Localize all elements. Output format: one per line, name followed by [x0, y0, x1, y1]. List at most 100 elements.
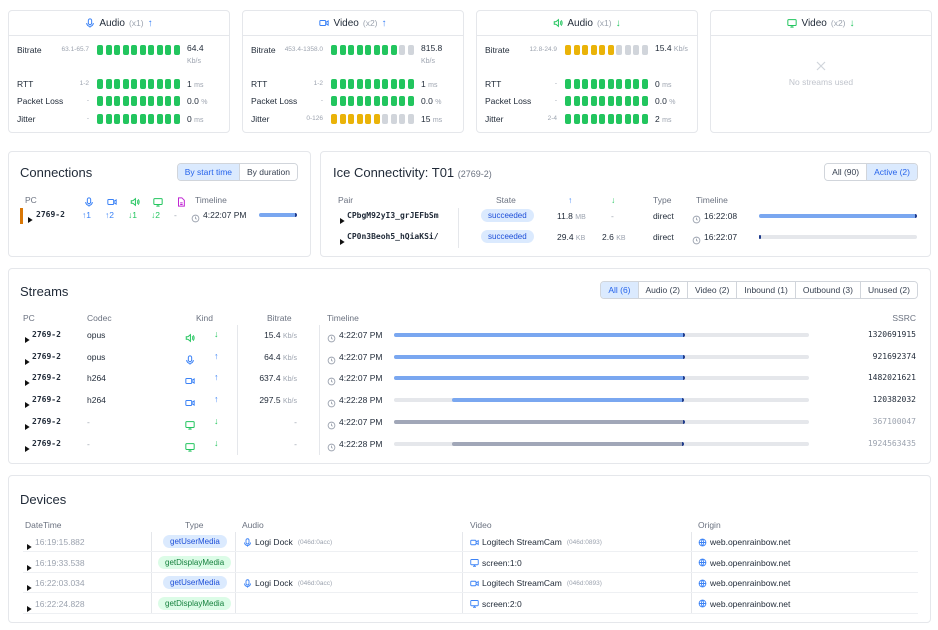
- filter-button[interactable]: All (90): [825, 164, 866, 180]
- meter-segment: [123, 79, 129, 89]
- icon-tri: [25, 543, 33, 551]
- filter-button[interactable]: All (6): [601, 282, 637, 298]
- meter-segment: [157, 96, 163, 106]
- device-id: (046d:0893): [567, 580, 602, 587]
- meter-segment: [357, 45, 363, 55]
- meter-segment: [642, 114, 648, 124]
- meter-segment: [131, 96, 137, 106]
- subtitle: (2769-2): [458, 169, 492, 179]
- expand-toggle[interactable]: [23, 440, 31, 458]
- icon-shape: [817, 62, 825, 70]
- column-header: Video: [470, 520, 492, 530]
- pair-id: CP0n3Beoh5_hQiaKSi/: [347, 232, 439, 241]
- time: 4:22:28 PM: [339, 439, 382, 449]
- expand-toggle[interactable]: [25, 579, 33, 597]
- meter-segment: [157, 45, 163, 55]
- meter-segment: [574, 45, 580, 55]
- meter-segment: [408, 96, 414, 106]
- meter-segment: [408, 114, 414, 124]
- filter-button[interactable]: Outbound (3): [795, 282, 860, 298]
- expand-toggle[interactable]: [23, 353, 31, 371]
- expand-toggle[interactable]: [26, 211, 34, 229]
- value: 64.4: [187, 43, 204, 53]
- meter-segment: [374, 96, 380, 106]
- time: 16:22:07: [704, 232, 737, 242]
- card-count: (x1): [129, 18, 144, 28]
- metric-value: 1 ms: [187, 78, 217, 92]
- name: Logitech StreamCam: [482, 578, 562, 588]
- origin: web.openrainbow.net: [698, 578, 790, 588]
- stream-count: ↑2: [105, 210, 114, 220]
- icon-cam: [319, 18, 329, 28]
- card-title: Video: [333, 18, 358, 29]
- codec: h264: [87, 373, 106, 383]
- icon-globe: [698, 538, 707, 547]
- timeline-bar: [394, 376, 685, 380]
- meter-segment: [565, 45, 571, 55]
- meter-segment: [174, 96, 180, 106]
- meter-segment: [165, 45, 171, 55]
- expand-toggle[interactable]: [25, 600, 33, 618]
- type-badge: getDisplayMedia: [158, 556, 231, 569]
- meter-segment: [599, 45, 605, 55]
- filter-button[interactable]: Unused (2): [860, 282, 917, 298]
- filter-button[interactable]: Inbound (1): [736, 282, 794, 298]
- datetime: 16:19:15.882: [35, 537, 85, 547]
- meter-segment: [608, 79, 614, 89]
- value: 815.8: [421, 43, 442, 53]
- meter-segment: [174, 45, 180, 55]
- expand-toggle[interactable]: [338, 233, 346, 251]
- kind-icon: [185, 439, 195, 457]
- expand-toggle[interactable]: [23, 396, 31, 414]
- metric-label: Bitrate: [251, 44, 276, 56]
- meter-segment: [599, 96, 605, 106]
- value: 1: [187, 79, 192, 89]
- filter-button[interactable]: Active (2): [866, 164, 917, 180]
- icon-clock: [327, 377, 336, 386]
- icon-speaker: [553, 18, 563, 28]
- icon-shape: [154, 199, 162, 205]
- type-badge: getUserMedia: [163, 576, 227, 589]
- icon-globe: [698, 599, 707, 608]
- expand-toggle[interactable]: [338, 212, 346, 230]
- unit: ms: [428, 82, 437, 89]
- expand-toggle[interactable]: [25, 559, 33, 577]
- meter-segment: [633, 79, 639, 89]
- icon-monitor: [470, 599, 479, 608]
- meter-segment: [97, 45, 103, 55]
- icon-shape: [25, 402, 30, 408]
- expand-toggle[interactable]: [23, 331, 31, 349]
- streams-panel: StreamsAll (6)Audio (2)Video (2)Inbound …: [8, 268, 931, 464]
- icon-monitor: [185, 420, 195, 430]
- meter-segment: [148, 96, 154, 106]
- metric-label: Bitrate: [17, 44, 42, 56]
- stat-card: Video(x2)↓No streams used: [710, 10, 932, 133]
- metric-value: 15.4 Kb/s: [655, 42, 697, 56]
- filter-button[interactable]: Video (2): [687, 282, 736, 298]
- unit: ms: [662, 82, 671, 89]
- expand-toggle[interactable]: [25, 538, 33, 556]
- column-header: State: [496, 195, 516, 205]
- filter-button[interactable]: Audio (2): [638, 282, 688, 298]
- value: 15: [421, 114, 430, 124]
- meter-segment: [616, 96, 622, 106]
- row-line: [23, 551, 918, 552]
- value: 15.4: [655, 43, 672, 53]
- time: 4:22:07 PM: [339, 373, 382, 383]
- metric-range: 1-2: [314, 78, 323, 90]
- expand-toggle[interactable]: [23, 374, 31, 392]
- column-header: Codec: [87, 313, 112, 323]
- filter-button[interactable]: By start time: [178, 164, 239, 180]
- name: screen:1:0: [482, 558, 522, 568]
- codec: -: [87, 417, 90, 427]
- expand-toggle[interactable]: [23, 418, 31, 436]
- column-header: ↓: [611, 195, 615, 205]
- meter-segment: [340, 79, 346, 89]
- meter-segment: [97, 96, 103, 106]
- stream-count: ↓2: [151, 210, 160, 220]
- metric-label: Jitter: [251, 113, 269, 125]
- clock: [327, 417, 336, 435]
- meter-segment: [348, 79, 354, 89]
- video-device: screen:2:0: [470, 599, 522, 609]
- filter-button[interactable]: By duration: [239, 164, 297, 180]
